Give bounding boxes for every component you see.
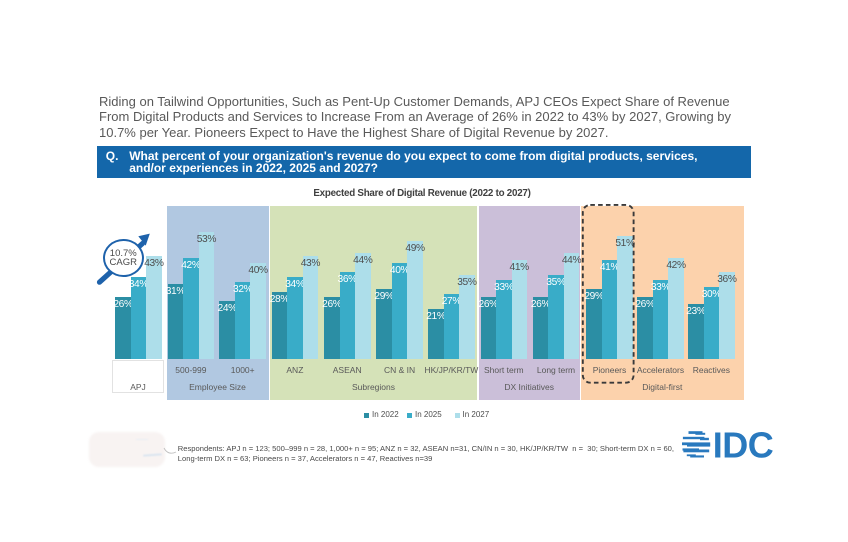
svg-text:IDC: IDC	[713, 428, 774, 464]
